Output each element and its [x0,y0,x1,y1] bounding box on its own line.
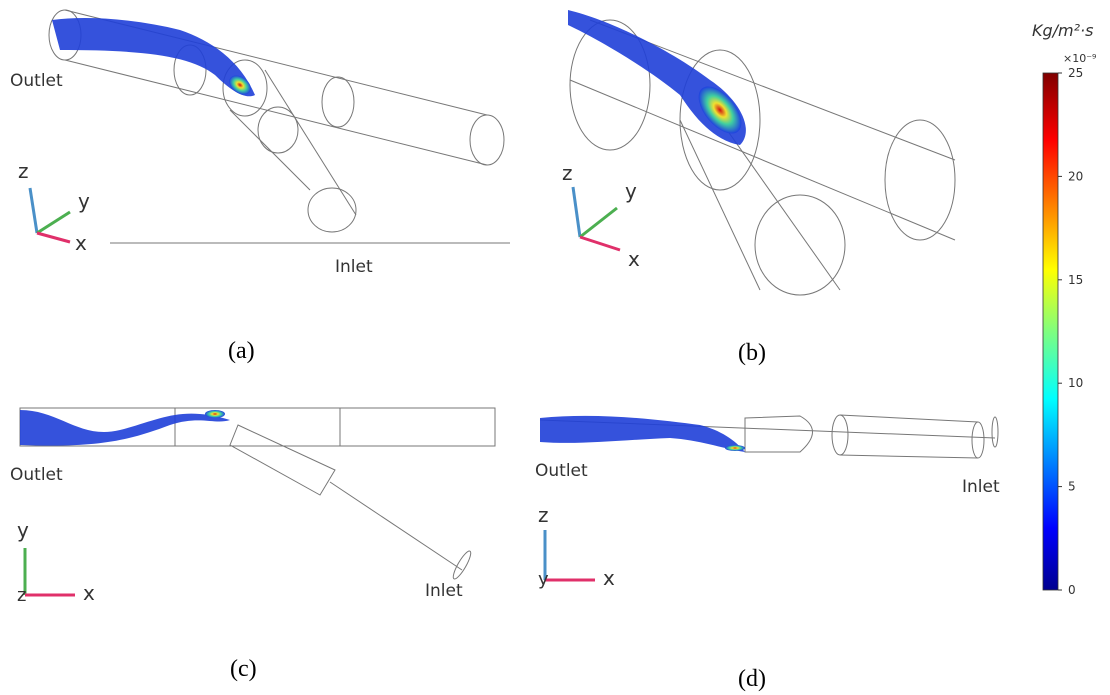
panel-label: (c) [230,656,257,682]
panel-d: z y x Outlet Inlet (d) [535,415,1000,692]
axis-triad [30,188,70,242]
inlet-label: Inlet [425,581,463,601]
colorbar-scale [1043,73,1058,590]
axis-label: x [83,581,95,605]
outlet-label: Outlet [10,465,63,485]
colorbar-tick-label: 0 [1068,583,1076,597]
panel-a: z y x Outlet Inlet (a) [10,10,510,364]
particle-hotspot [725,445,745,451]
panel-label: (b) [738,340,766,366]
panel-c: y z x Outlet Inlet (c) [10,408,495,682]
colorbar-tick-label: 5 [1068,480,1076,494]
axis-label: z [538,503,549,527]
colorbar-multiplier: ×10⁻⁹ [1063,52,1096,65]
axis-label: x [603,566,615,590]
panel-b: z y x (b) [562,10,955,366]
axis-triad [573,187,620,250]
axis-label: x [628,247,640,271]
colorbar-tick-label: 25 [1068,66,1083,80]
axis-label: y [78,189,90,213]
panel-label: (a) [228,338,255,364]
axis-label: y [538,569,549,590]
axis-label: z [17,585,26,606]
axis-triad [545,530,595,580]
colorbar-tick-label: 15 [1068,273,1083,287]
outlet-label: Outlet [10,71,63,91]
axis-label: x [75,231,87,255]
outlet-label: Outlet [535,461,588,481]
axis-label: y [625,179,637,203]
axis-label: z [562,161,573,185]
colorbar-tick-label: 20 [1068,169,1083,183]
figure: z y x Outlet Inlet (a) z y x (b) y z x O… [0,0,1110,695]
inlet-label: Inlet [962,477,1000,497]
axis-label: y [17,518,29,542]
axis-triad [25,548,75,595]
colorbar-unit: Kg/m²·s [1032,21,1093,40]
particle-cloud [540,416,745,452]
particle-cloud [52,18,255,96]
colorbar: Kg/m²·s ×10⁻⁹ 0 5 10 15 20 25 [1032,21,1096,597]
axis-label: z [18,159,29,183]
panel-label: (d) [738,666,766,692]
colorbar-tick-label: 10 [1068,376,1083,390]
particle-hotspot [205,410,225,418]
particle-cloud [20,410,230,446]
inlet-label: Inlet [335,257,373,277]
